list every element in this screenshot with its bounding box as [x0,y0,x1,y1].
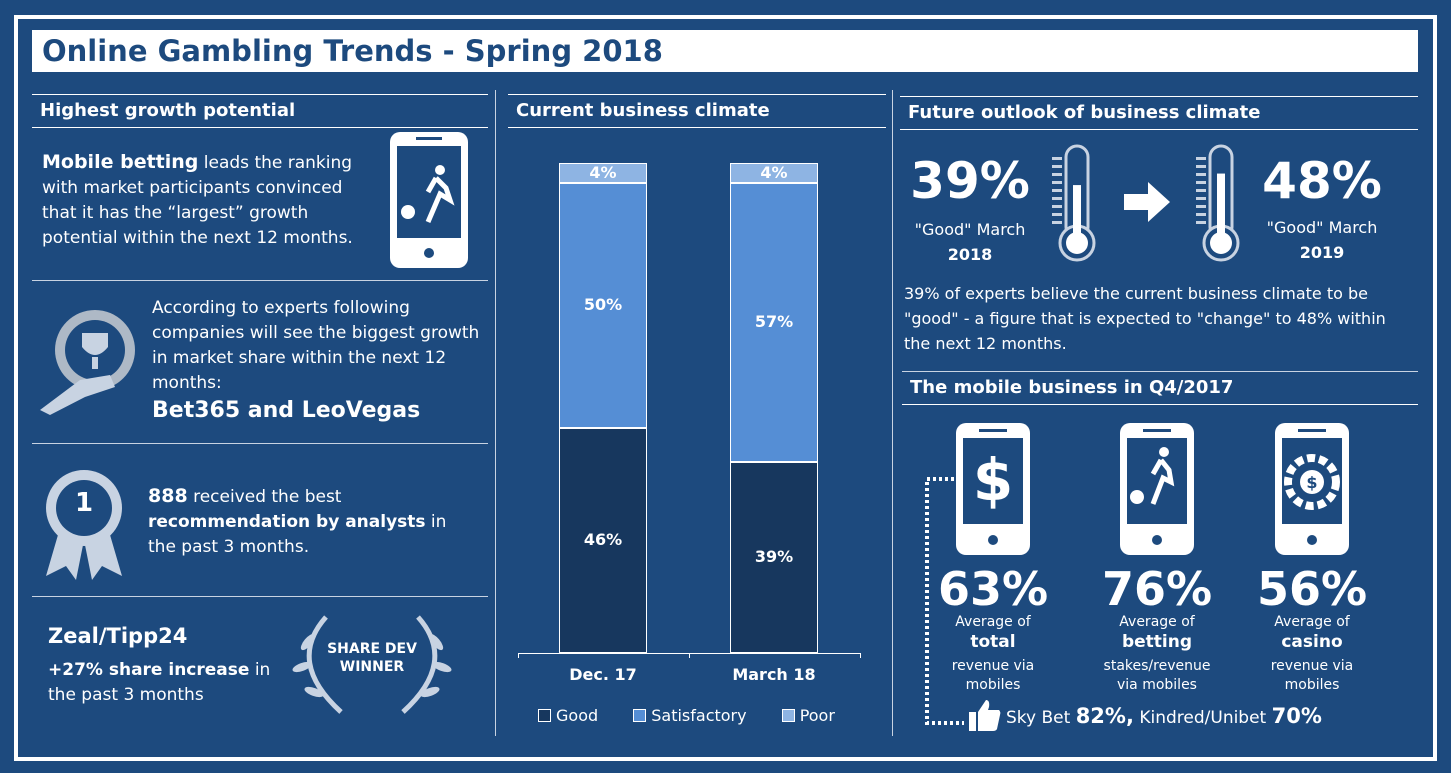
bar-good [559,427,647,653]
mobile-stat-l2: revenue via [1270,658,1354,674]
zeal-name: Zeal/Tipp24 [48,624,188,648]
legend: Good Satisfactory Poor [538,706,835,725]
recommend-t1: received the best [187,487,342,507]
mobile-stat-value: 56% [1256,562,1368,616]
outlook-future-label: "Good" March [1266,218,1378,237]
mobile-footer: Sky Bet 82%, Kindred/Unibet 70% [1006,704,1322,728]
section-heading-outlook: Future outlook of business climate [900,96,1418,130]
outlook-future-value: 48% [1262,152,1382,210]
outlook-now-value: 39% [910,152,1030,210]
frame [14,15,1437,761]
divider [495,90,496,736]
data-label: 4% [589,162,617,182]
mobile-stat-bold: betting [1121,632,1193,652]
legend-swatch [633,709,647,722]
x-tick [860,653,861,658]
bar-good [730,461,818,653]
legend-label: Poor [799,706,835,725]
skybet-value: 82%, [1075,704,1134,728]
section-heading-growth: Highest growth potential [32,94,488,128]
outlook-now-year: 2018 [947,245,993,264]
svg-text:$: $ [973,446,1013,514]
rank-number: 1 [74,488,94,518]
skybet-label: Sky Bet [1006,708,1076,728]
dollar-phone-icon: $ [956,423,1030,555]
outlook-text: 39% of experts believe the current busin… [904,284,1386,353]
experts-text: According to experts following companies… [152,298,480,393]
mobile-stat-l3: mobiles [965,677,1021,693]
zeal-text: +27% share increase in the past 3 months [48,658,278,708]
recommend-bold: recommendation by analysts [148,512,426,532]
rank-ribbon-icon [46,470,122,580]
kindred-value: 70% [1271,704,1322,728]
legend-label: Satisfactory [651,706,747,725]
legend-item-good: Good [538,706,598,725]
bar-satisfactory [730,182,818,462]
thermometer-icon [1196,144,1240,262]
divider [32,443,488,444]
mobile-stat-value: 76% [1101,562,1213,616]
mobile-football-icon [390,132,468,268]
x-tick-label: Dec. 17 [569,665,637,684]
data-label: 50% [583,295,623,315]
mobile-stat-l2: revenue via [951,658,1035,674]
zeal-bold: +27% share increase [48,660,250,680]
laurel-text: SHARE DEV WINNER [327,641,417,675]
mobile-stat-value: 63% [937,562,1049,616]
mobile-stat-l2: stakes/revenue [1103,658,1211,674]
recommend-t2: in the past 3 months. [148,512,447,557]
x-tick-label: March 18 [732,665,816,684]
legend-swatch [538,709,551,722]
divider [32,280,488,281]
football-player-phone-icon [1120,423,1194,555]
mobile-stat-bold: casino [1281,632,1343,652]
data-label: 4% [760,162,788,182]
divider [32,596,488,597]
football-player-icon [1130,447,1175,505]
divider [892,90,893,736]
recommend-888: 888 [148,485,188,507]
section-heading-mobile: The mobile business in Q4/2017 [902,371,1418,405]
legend-swatch [781,709,795,722]
laurel-wreath-icon [292,615,452,714]
recommend-text: 888 received the best recommendation by … [148,484,448,560]
mobile-stat-bold: total [970,632,1016,652]
trophy-hand-icon [40,310,135,415]
casino-chip-phone-icon: $ [1275,423,1349,555]
mobile-stat-l3: mobiles [1284,677,1340,693]
legend-item-satisfactory: Satisfactory [633,706,747,725]
arrow-right-icon [1124,182,1170,222]
bar-poor [730,163,818,183]
mobile-stat-l1: Average of [1274,614,1350,630]
mobile-stat-l1: Average of [955,614,1031,630]
svg-text:$: $ [1306,473,1317,492]
x-tick [689,653,690,658]
bar-poor [559,163,647,183]
dollar-icon: $ [973,446,1013,514]
legend-label: Good [556,706,599,725]
x-tick [518,653,519,658]
mobile-stat-l1: Average of [1119,614,1195,630]
thumbs-up-icon [969,700,1001,731]
zeal-t1: in the past 3 months [48,660,271,705]
mobile-stat-l3: via mobiles [1117,677,1197,693]
dotted-connector [925,477,964,725]
growth-text: Mobile betting leads the ranking with ma… [42,150,362,251]
growth-bold: Mobile betting [42,151,199,173]
data-label: 46% [583,530,623,550]
data-label: 57% [754,312,794,332]
experts-companies: Bet365 and LeoVegas [152,398,421,423]
thermometer-icon [1052,144,1096,262]
stacked-bar-chart: Dec. 17 March 18 Good Satisfactory Poor … [500,150,890,750]
data-label: 39% [754,547,794,567]
outlook-future-year: 2019 [1299,243,1345,262]
chart-title: Current business climate [508,94,886,128]
casino-chip-icon: $ [1284,454,1340,510]
legend-item-poor: Poor [781,706,835,725]
kindred-label: Kindred/Unibet [1133,708,1272,728]
page-title: Online Gambling Trends - Spring 2018 [32,30,1418,72]
outlook-now-label: "Good" March [914,220,1026,239]
growth-body: leads the ranking with market participan… [42,153,353,248]
bar-satisfactory [559,182,647,428]
